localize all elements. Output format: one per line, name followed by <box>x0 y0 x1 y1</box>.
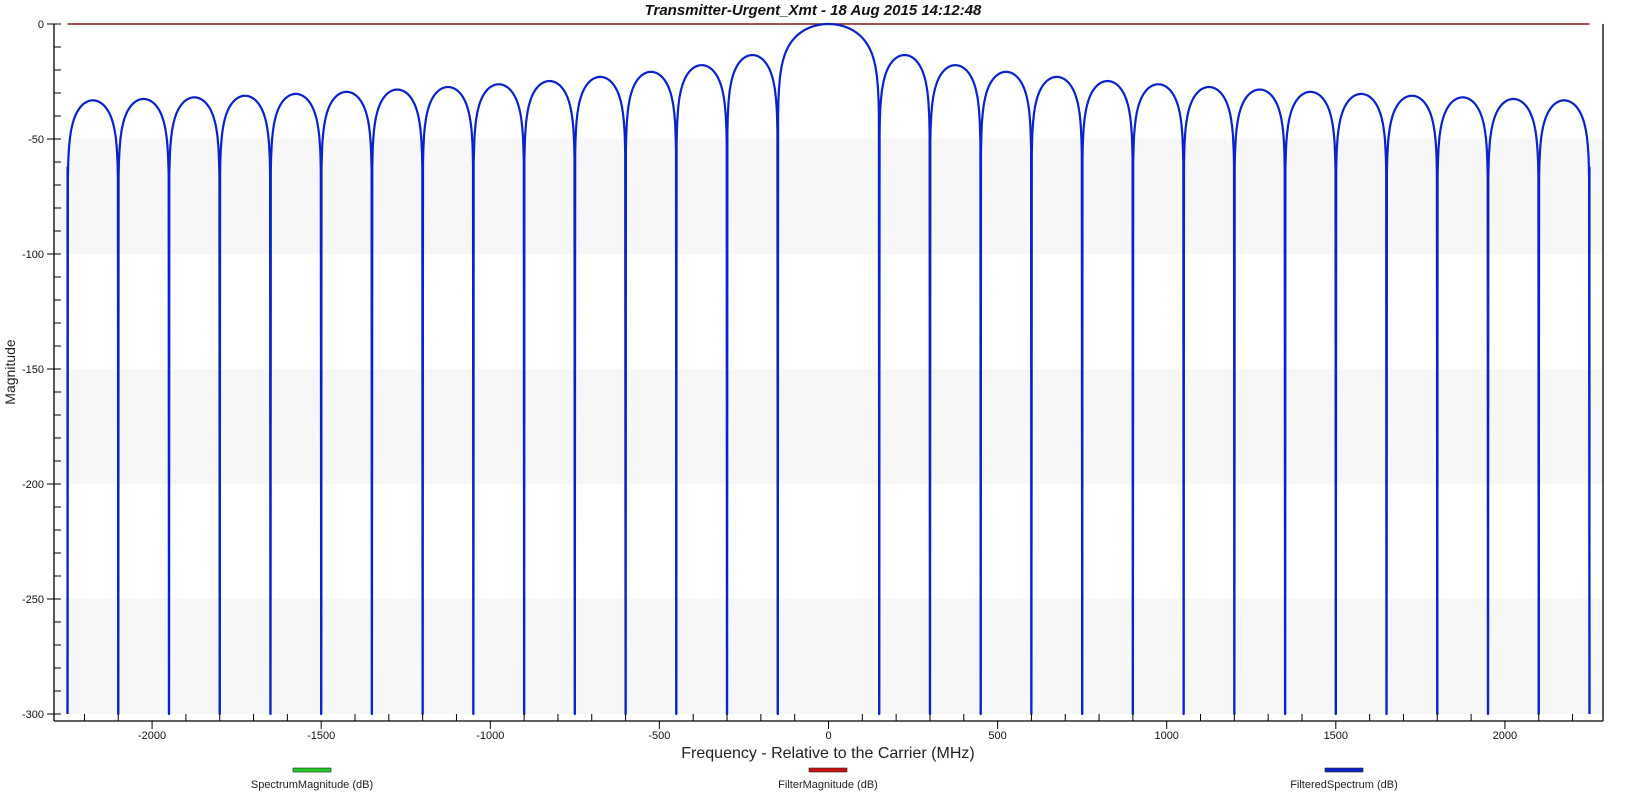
series-group <box>66 22 1591 716</box>
x-tick-label: -1000 <box>476 730 504 742</box>
background-band <box>54 369 1603 484</box>
legend-item: FilterMagnitude (dB) <box>778 767 878 791</box>
legend-item: FilteredSpectrum (dB) <box>1290 767 1398 791</box>
legend-swatch <box>292 767 332 773</box>
y-tick-label: -300 <box>22 709 44 721</box>
legend-label: SpectrumMagnitude (dB) <box>251 779 373 791</box>
x-tick-label: 0 <box>825 730 831 742</box>
y-tick-label: -50 <box>28 134 44 146</box>
legend-label: FilterMagnitude (dB) <box>778 779 878 791</box>
y-tick-label: 0 <box>38 19 44 31</box>
background-band <box>54 139 1603 254</box>
x-tick-label: 2000 <box>1493 730 1517 742</box>
y-axis-label: Magnitude <box>2 339 18 405</box>
x-tick-label: -2000 <box>138 730 166 742</box>
x-axis-label: Frequency - Relative to the Carrier (MHz… <box>681 745 974 762</box>
axes: 0 -50 -100 -150 -200 -250 -300 -2000 -1500 -1000 -… <box>22 19 1604 742</box>
legend-swatch <box>1324 767 1364 773</box>
y-tick-label: -200 <box>22 479 44 491</box>
legend-swatch <box>808 767 848 773</box>
legend-label: FilteredSpectrum (dB) <box>1290 779 1398 791</box>
background-band <box>54 599 1603 714</box>
chart-title: Transmitter-Urgent_Xmt - 18 Aug 2015 14:… <box>645 2 982 19</box>
legend-item: SpectrumMagnitude (dB) <box>251 767 373 791</box>
x-tick-label: 1000 <box>1154 730 1178 742</box>
x-tick-label: 1500 <box>1324 730 1348 742</box>
x-tick-label: -1500 <box>307 730 335 742</box>
background-bands <box>54 139 1603 714</box>
y-tick-label: -150 <box>22 364 44 376</box>
y-tick-label: -250 <box>22 594 44 606</box>
x-tick-label: -500 <box>648 730 670 742</box>
legend: SpectrumMagnitude (dB) FilterMagnitude (d… <box>251 767 1398 791</box>
x-tick-label: 500 <box>988 730 1006 742</box>
y-tick-label: -100 <box>22 249 44 261</box>
